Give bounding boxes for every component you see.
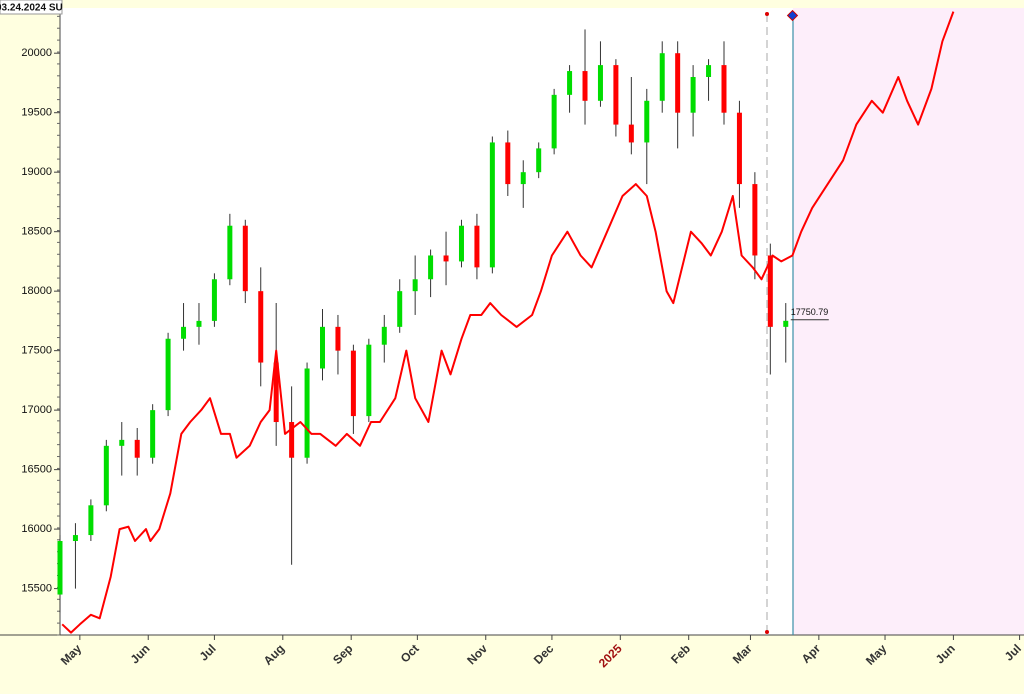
candle-body (134, 439, 140, 458)
candle-body (227, 225, 233, 280)
candle-body (520, 172, 526, 185)
y-tick-label: 19000 (21, 166, 52, 178)
y-tick-label: 15500 (21, 583, 52, 595)
candle-body (165, 338, 171, 411)
candle-body (119, 439, 125, 446)
candle-body (181, 326, 187, 339)
last-price-label: 17750.79 (791, 307, 829, 317)
candle-body (381, 326, 387, 345)
candle-body (196, 320, 202, 327)
y-tick-label: 17000 (21, 404, 52, 416)
candle-body (57, 541, 63, 595)
candle-body (72, 535, 78, 542)
candle-body (567, 71, 573, 95)
y-tick-label: 20000 (21, 47, 52, 59)
candle-body (675, 53, 681, 113)
candle-body (736, 112, 742, 185)
candle-body (242, 225, 248, 292)
candle-body (783, 320, 789, 327)
header-box (0, 0, 63, 15)
candle-body (767, 255, 773, 327)
candle-body (474, 225, 480, 268)
candle-body (289, 422, 295, 458)
candle-body (211, 279, 217, 321)
candle-body (659, 53, 665, 101)
candle-body (103, 445, 109, 506)
candle-body (690, 77, 696, 113)
marker-dot (765, 12, 769, 16)
candle-body (628, 124, 634, 143)
candle-body (597, 65, 603, 101)
y-tick-label: 17500 (21, 345, 52, 357)
candle-body (273, 362, 279, 423)
y-tick-label: 18500 (21, 226, 52, 238)
y-tick-label: 19500 (21, 107, 52, 119)
candle-body (582, 71, 588, 101)
candle-body (613, 65, 619, 125)
candle-body (489, 142, 495, 268)
candle-body (721, 65, 727, 113)
y-tick-label: 16500 (21, 464, 52, 476)
y-tick-label: 16000 (21, 523, 52, 535)
candle-body (350, 350, 356, 417)
candle-body (304, 368, 310, 458)
candle-body (397, 291, 403, 327)
future-region (793, 8, 1024, 635)
candle-body (752, 184, 758, 256)
y-tick-label: 18000 (21, 285, 52, 297)
candle-body (505, 142, 511, 185)
candle-body (551, 94, 557, 149)
candle-body (320, 326, 326, 369)
candle-body (150, 410, 156, 458)
candle-body (428, 255, 434, 280)
candle-body (706, 65, 712, 78)
today-marker (786, 9, 799, 22)
candle-body (335, 326, 341, 351)
candle-body (366, 344, 372, 417)
line-series (61, 11, 955, 634)
marker-dot (765, 630, 769, 634)
candle-body (412, 279, 418, 292)
candle-body (458, 225, 464, 262)
header-label: 03.24.2024 SU (0, 3, 63, 14)
candle-body (443, 255, 449, 262)
candle-body (536, 148, 542, 173)
candle-body (644, 100, 650, 143)
candle-body (258, 291, 264, 363)
candle-body (88, 505, 94, 536)
